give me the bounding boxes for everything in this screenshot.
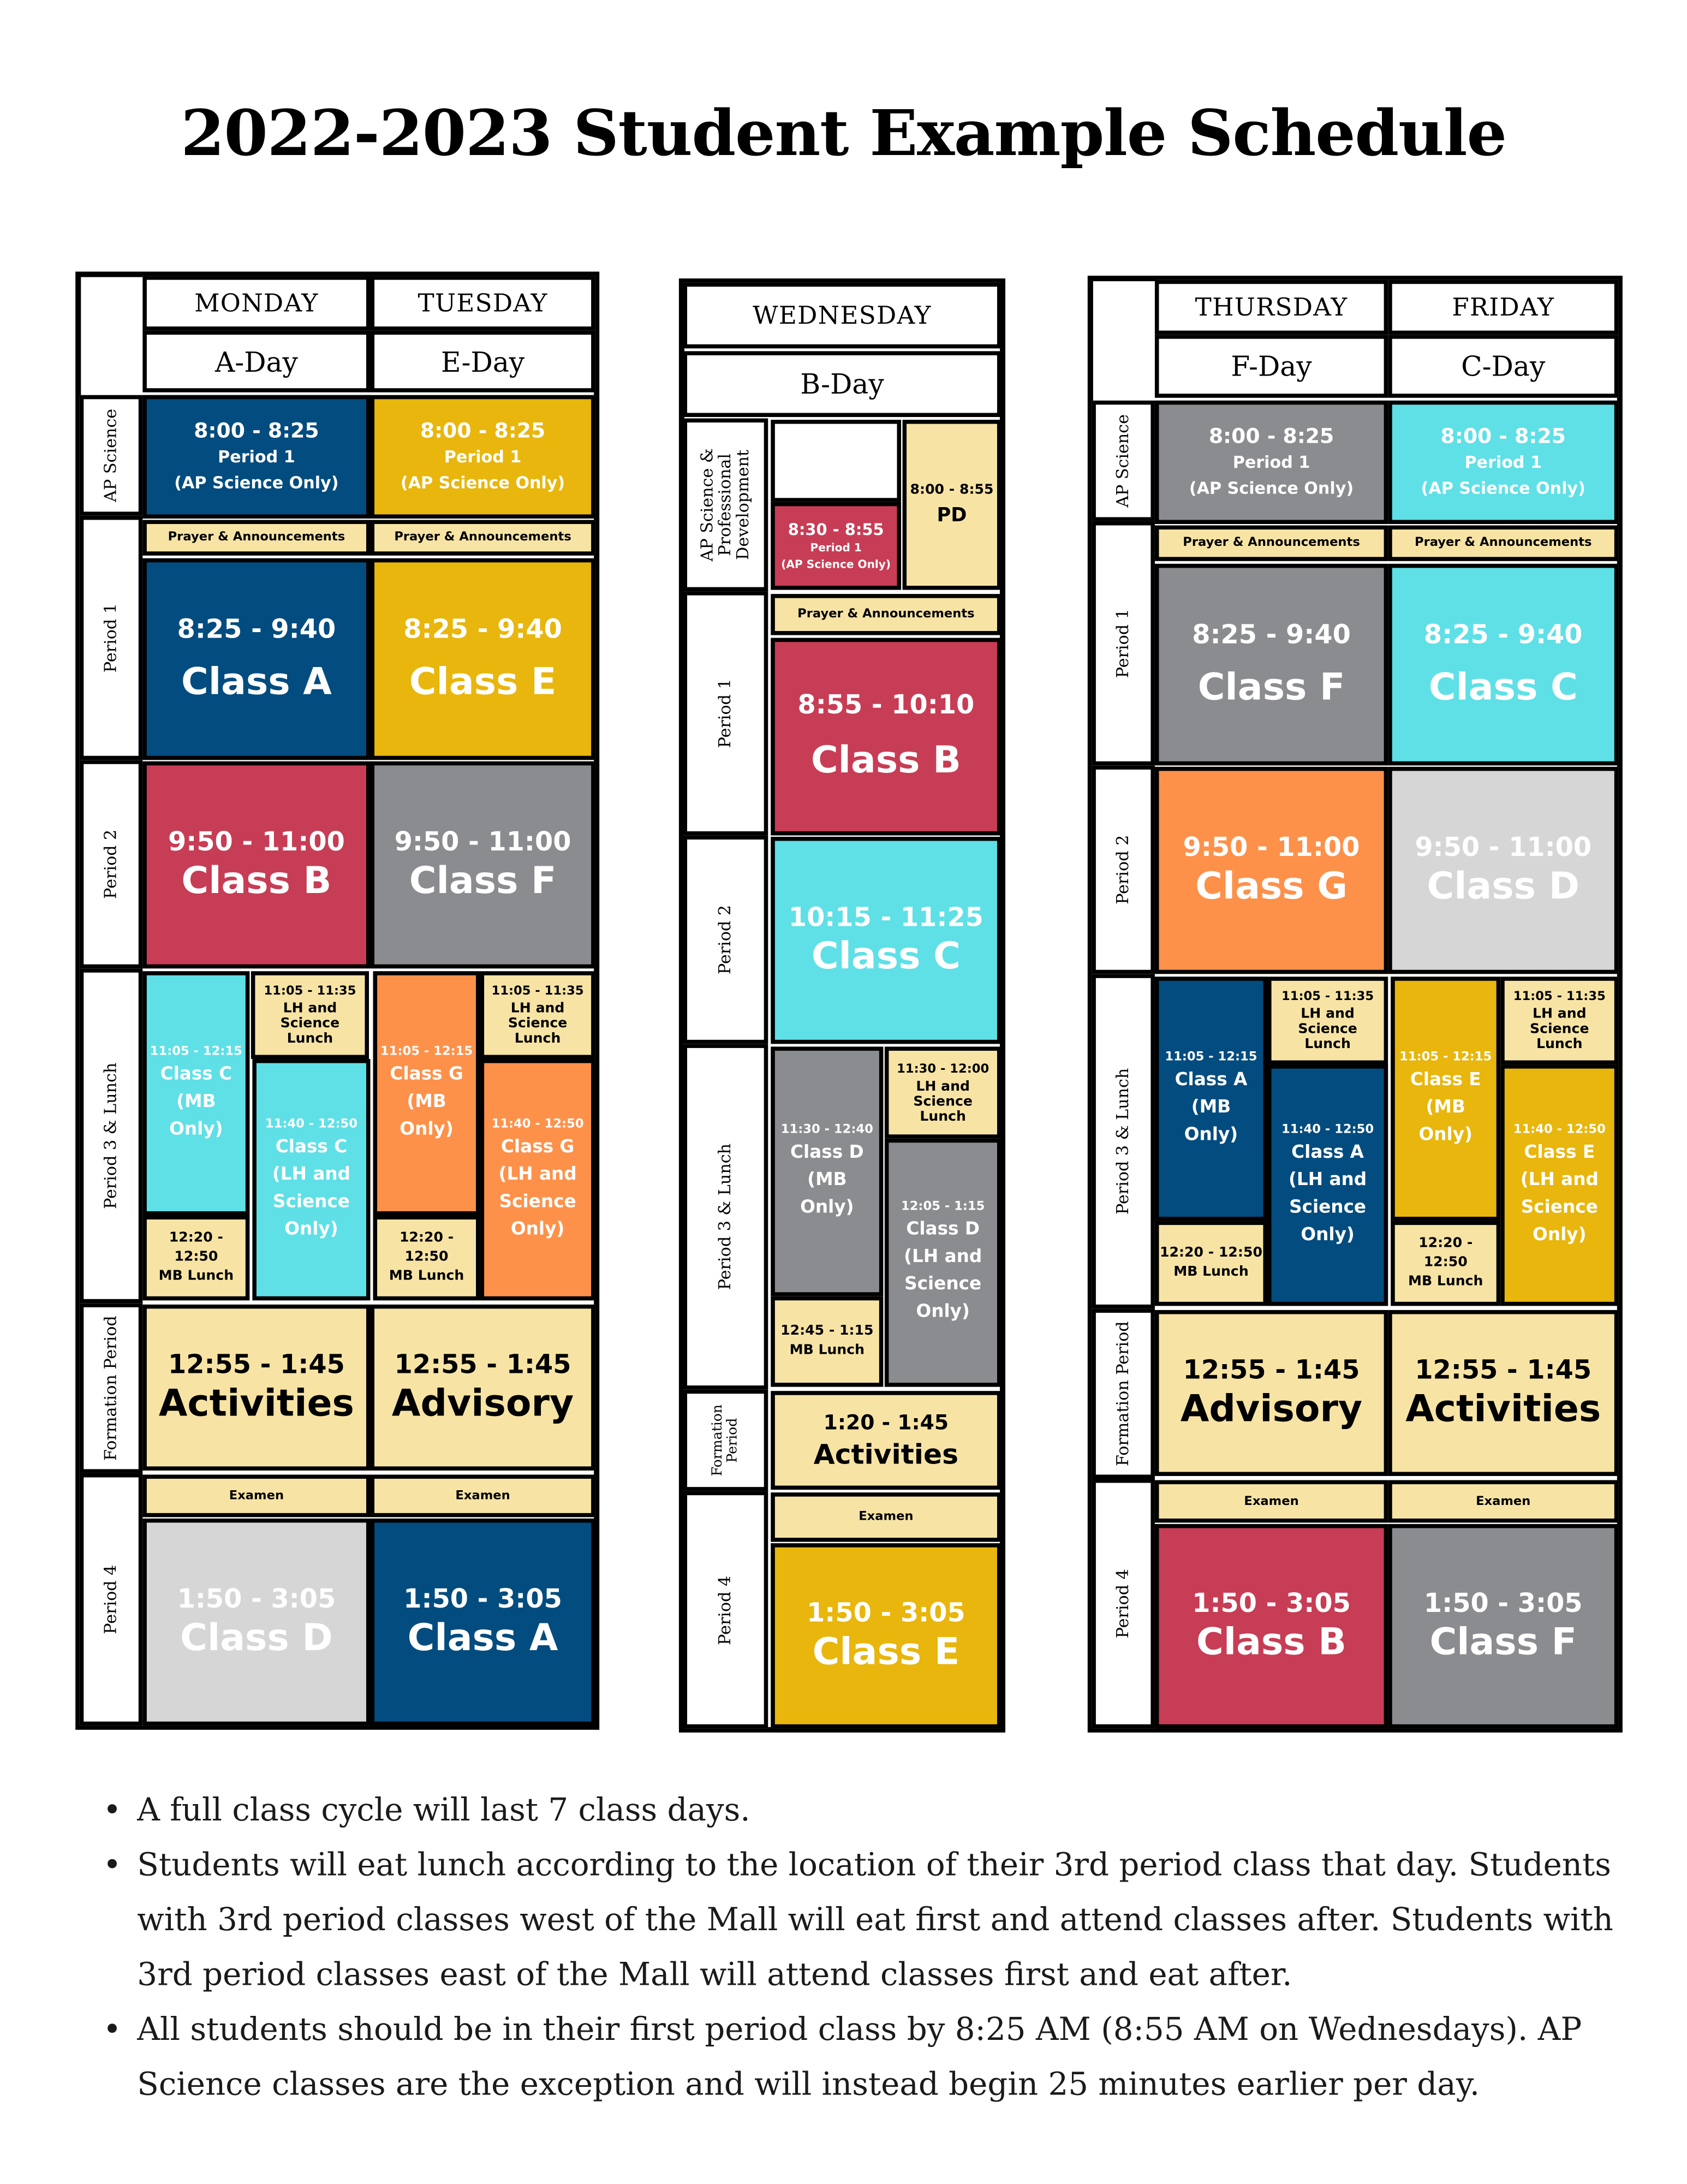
wednesday-header: WEDNESDAY: [683, 282, 1002, 349]
wednesday-period-3-mb-class: 11:30 - 12:40 Class D (MB Only): [771, 1046, 884, 1296]
tuesday-letter-day: E-Day: [370, 330, 595, 392]
tuesday-prayer-announcements: Prayer & Announcements: [370, 520, 595, 556]
thursday-mb-lunch: 12:20 - 12:50 MB Lunch: [1154, 1221, 1268, 1306]
note-item: A full class cycle will last 7 class day…: [103, 1783, 1625, 1838]
friday-ap-science-block: 8:00 - 8:25 Period 1 (AP Science Only): [1388, 400, 1619, 524]
friday-mb-lunch: 12:20 - 12:50 MB Lunch: [1391, 1221, 1501, 1306]
monday-ap-science-block: 8:00 - 8:25 Period 1 (AP Science Only): [142, 395, 371, 519]
tuesday-lh-science-lunch: 11:05 - 11:35 LH and Science Lunch: [480, 971, 595, 1060]
row-label-period-2: Period 2: [79, 760, 143, 969]
row-label-ap-science: AP Science: [79, 395, 143, 516]
note-item: All students should be in their first pe…: [103, 2003, 1625, 2112]
friday-lh-science-lunch: 11:05 - 11:35 LH and Science Lunch: [1500, 977, 1619, 1065]
thursday-period-3-mb-class: 11:05 - 12:15 Class A (MB Only): [1154, 977, 1268, 1221]
monday-lh-science-lunch: 11:05 - 11:35 LH and Science Lunch: [251, 971, 369, 1060]
row-label-period-3-lunch: Period 3 & Lunch: [79, 968, 143, 1304]
thursday-header: THURSDAY: [1154, 279, 1388, 335]
monday-mb-lunch: 12:20 - 12:50 MB Lunch: [142, 1215, 250, 1301]
thursday-period-1-block: 8:25 - 9:40 Class F: [1154, 563, 1388, 766]
thursday-letter-day: F-Day: [1154, 335, 1388, 398]
tuesday-period-3-lh-class: 11:40 - 12:50 Class G (LH and Science Only…: [480, 1059, 595, 1301]
right-row-label-ap-science: AP Science: [1092, 400, 1155, 521]
wednesday-ap-empty: [771, 419, 902, 502]
monday-period-3-mb-class: 11:05 - 12:15 Class C (MB Only): [142, 971, 250, 1216]
wednesday-period-2-block: 10:15 - 11:25 Class C: [771, 836, 1002, 1044]
wed-row-label-period-1: Period 1: [683, 591, 768, 836]
thursday-lh-science-lunch: 11:05 - 11:35 LH and Science Lunch: [1267, 977, 1388, 1065]
friday-letter-day: C-Day: [1388, 335, 1619, 398]
row-label-ap-science-pd: AP Science & Professional Development: [683, 418, 768, 592]
wednesday-examen: Examen: [771, 1492, 1002, 1542]
right-row-label-period-4: Period 4: [1092, 1479, 1155, 1729]
friday-header: FRIDAY: [1388, 279, 1619, 335]
thursday-period-4-block: 1:50 - 3:05 Class B: [1154, 1524, 1388, 1729]
wednesday-ap-science-block: 8:30 - 8:55 Period 1 (AP Science Only): [771, 502, 902, 590]
monday-period-1-block: 8:25 - 9:40 Class A: [142, 558, 371, 760]
tuesday-period-4-block: 1:50 - 3:05 Class A: [370, 1518, 595, 1726]
wednesday-period-3-lh-class: 12:05 - 1:15 Class D (LH and Science Only): [884, 1138, 1002, 1387]
notes-list: A full class cycle will last 7 class day…: [103, 1783, 1625, 2112]
wednesday-mb-lunch: 12:45 - 1:15 MB Lunch: [771, 1296, 884, 1387]
wednesday-lh-science-lunch: 11:30 - 12:00 LH and Science Lunch: [884, 1046, 1002, 1139]
row-label-formation: Formation Period: [79, 1303, 143, 1473]
friday-period-1-block: 8:25 - 9:40 Class C: [1388, 563, 1619, 766]
right-row-label-period-1: Period 1: [1092, 521, 1155, 766]
wed-row-label-formation: Formation Period: [683, 1389, 768, 1491]
wednesday-period-1-block: 8:55 - 10:10 Class B: [771, 638, 1002, 836]
friday-examen: Examen: [1388, 1480, 1619, 1523]
friday-prayer-announcements: Prayer & Announcements: [1388, 525, 1619, 561]
tuesday-formation-block: 12:55 - 1:45 Advisory: [370, 1304, 595, 1471]
wednesday-prayer-announcements: Prayer & Announcements: [771, 594, 1002, 635]
right-row-label-period-2: Period 2: [1092, 765, 1155, 974]
monday-formation-block: 12:55 - 1:45 Activities: [142, 1304, 371, 1471]
thursday-examen: Examen: [1154, 1480, 1388, 1523]
wednesday-pd-block: 8:00 - 8:55 PD: [902, 419, 1002, 590]
friday-formation-block: 12:55 - 1:45 Activities: [1388, 1310, 1619, 1476]
row-label-period-1: Period 1: [79, 515, 143, 760]
monday-header: MONDAY: [142, 276, 371, 331]
thursday-formation-block: 12:55 - 1:45 Advisory: [1154, 1310, 1388, 1476]
thursday-period-2-block: 9:50 - 11:00 Class G: [1154, 766, 1388, 974]
wed-row-label-period-2: Period 2: [683, 835, 768, 1044]
monday-letter-day: A-Day: [142, 330, 371, 392]
tuesday-mb-lunch: 12:20 - 12:50 MB Lunch: [373, 1215, 480, 1301]
thursday-period-3-lh-class: 11:40 - 12:50 Class A (LH and Science Only…: [1267, 1064, 1388, 1306]
tuesday-period-1-block: 8:25 - 9:40 Class E: [370, 558, 595, 760]
tuesday-examen: Examen: [370, 1474, 595, 1518]
row-label-period-4: Period 4: [79, 1473, 143, 1726]
thursday-prayer-announcements: Prayer & Announcements: [1154, 525, 1388, 561]
monday-period-2-block: 9:50 - 11:00 Class B: [142, 761, 371, 969]
wednesday-formation-block: 1:20 - 1:45 Activities: [771, 1391, 1002, 1490]
right-row-label-formation: Formation Period: [1092, 1308, 1155, 1479]
wednesday-period-4-block: 1:50 - 3:05 Class E: [771, 1543, 1002, 1729]
right-row-label-period-3-lunch: Period 3 & Lunch: [1092, 974, 1155, 1309]
friday-period-4-block: 1:50 - 3:05 Class F: [1388, 1524, 1619, 1729]
tuesday-ap-science-block: 8:00 - 8:25 Period 1 (AP Science Only): [370, 395, 595, 519]
friday-period-3-lh-class: 11:40 - 12:50 Class E (LH and Science Only…: [1500, 1064, 1619, 1306]
friday-period-2-block: 9:50 - 11:00 Class D: [1388, 766, 1619, 974]
monday-period-4-block: 1:50 - 3:05 Class D: [142, 1518, 371, 1726]
thursday-ap-science-block: 8:00 - 8:25 Period 1 (AP Science Only): [1154, 400, 1388, 524]
tuesday-header: TUESDAY: [370, 276, 595, 331]
wed-row-label-period-4: Period 4: [683, 1491, 768, 1729]
tuesday-period-3-mb-class: 11:05 - 12:15 Class G (MB Only): [373, 971, 480, 1216]
wed-row-label-period-3-lunch: Period 3 & Lunch: [683, 1044, 768, 1390]
monday-prayer-announcements: Prayer & Announcements: [142, 520, 371, 556]
tuesday-period-2-block: 9:50 - 11:00 Class F: [370, 761, 595, 969]
monday-period-3-lh-class: 11:40 - 12:50 Class C (LH and Science Only…: [252, 1059, 371, 1301]
monday-examen: Examen: [142, 1474, 371, 1518]
note-item: Students will eat lunch according to the…: [103, 1838, 1625, 2003]
friday-period-3-mb-class: 11:05 - 12:15 Class E (MB Only): [1391, 977, 1501, 1221]
wednesday-letter-day: B-Day: [683, 351, 1002, 417]
page-title: 2022-2023 Student Example Schedule: [181, 96, 1507, 170]
